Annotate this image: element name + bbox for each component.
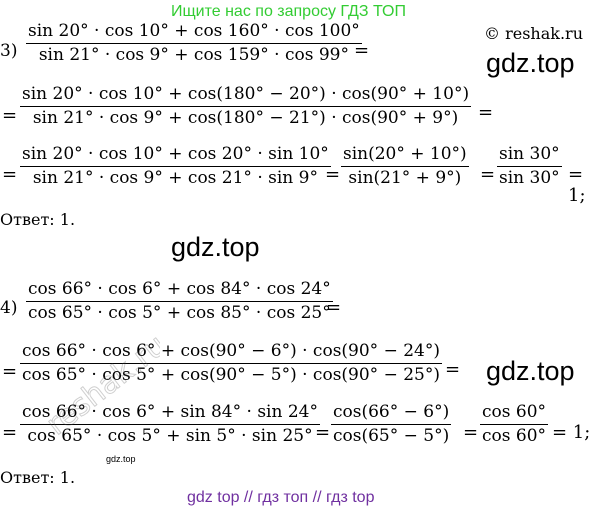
p3-line3-denominator-1: sin 21° · cos 9° + cos 21° · sin 9° xyxy=(32,168,318,188)
p3-line1-equals: = xyxy=(354,40,370,61)
p4-line2-equals-trail: = xyxy=(445,359,461,380)
fraction-bar xyxy=(480,424,549,425)
p3-line3-numerator-3: sin 30° xyxy=(499,144,560,164)
p4-line3-fraction-1: cos 66° · cos 6° + sin 84° · sin 24° cos… xyxy=(20,403,320,446)
p3-line2-equals-lead: = xyxy=(2,105,18,126)
fraction-bar xyxy=(20,363,442,364)
p4-line3-fraction-2: cos(66° − 6°) cos(65° − 5°) xyxy=(331,402,452,446)
p3-line2-numerator: sin 20° · cos 10° + cos(180° − 20°) · co… xyxy=(22,84,470,104)
p3-line1-fraction: sin 20° · cos 10° + cos 160° · cos 100° … xyxy=(26,22,362,65)
p3-line1-numerator: sin 20° · cos 10° + cos 160° · cos 100° xyxy=(28,21,360,41)
p3-line3-result: = 1; xyxy=(568,164,586,206)
fraction-bar xyxy=(26,43,362,44)
p3-line3-fraction-3: sin 30° sin 30° xyxy=(497,145,562,188)
search-banner[interactable]: Ищите нас по запросу ГДЗ ТОП xyxy=(171,3,406,20)
p3-line3-equals-1: = xyxy=(325,164,341,185)
p3-line3-fraction-1: sin 20° · cos 10° + cos 20° · sin 10° si… xyxy=(20,145,331,188)
p3-line3-equals-2: = xyxy=(480,164,496,185)
p4-line3-numerator-1: cos 66° · cos 6° + sin 84° · sin 24° xyxy=(22,402,318,422)
p3-line3-equals-lead: = xyxy=(2,164,18,185)
problem-4-label: 4) xyxy=(0,298,18,318)
p4-line3-denominator-1: cos 65° · cos 5° + sin 5° · sin 25° xyxy=(27,426,313,446)
fraction-bar xyxy=(26,301,333,302)
problem-3-label: 3) xyxy=(0,41,18,61)
p3-line2-equals-trail: = xyxy=(478,102,494,123)
p4-line3-equals-1: = xyxy=(315,422,331,443)
p3-line3-fraction-2: sin(20° + 10°) sin(21° + 9°) xyxy=(341,145,469,188)
watermark-top-right: gdz.top xyxy=(486,48,575,78)
p4-line1-denominator: cos 65° · cos 5° + cos 85° · cos 25° xyxy=(28,303,331,323)
p4-line3-numerator-3: cos 60° xyxy=(482,402,547,422)
p4-line2-numerator: cos 66° · cos 6° + cos(90° − 6°) · cos(9… xyxy=(22,341,440,361)
p4-line3-fraction-3: cos 60° cos 60° xyxy=(480,402,549,446)
p4-line3-equals-lead: = xyxy=(2,422,18,443)
copyright-text: © reshak.ru xyxy=(484,24,583,43)
watermark-small: gdz.top xyxy=(106,454,136,464)
p4-line3-denominator-2: cos(65° − 5°) xyxy=(333,426,450,446)
p3-answer: Ответ: 1. xyxy=(0,210,76,229)
p3-line2-denominator: sin 21° · cos 9° + cos(180° − 21°) · cos… xyxy=(32,108,459,128)
p3-line1-denominator: sin 21° · cos 9° + cos 159° · cos 99° xyxy=(38,45,349,65)
p4-line1-fraction: cos 66° · cos 6° + cos 84° · cos 24° cos… xyxy=(26,280,333,323)
p3-line3-numerator-2: sin(20° + 10°) xyxy=(343,144,467,164)
fraction-bar xyxy=(20,106,472,107)
fraction-bar xyxy=(331,424,452,425)
p4-line2-fraction: cos 66° · cos 6° + cos(90° − 6°) · cos(9… xyxy=(20,342,442,385)
p4-line3-numerator-2: cos(66° − 6°) xyxy=(333,402,450,422)
fraction-bar xyxy=(341,166,469,167)
watermark-middle: gdz.top xyxy=(171,232,260,262)
p4-line1-equals: = xyxy=(326,297,342,318)
p4-answer: Ответ: 1. xyxy=(0,468,76,487)
footer-links[interactable]: gdz top // гдз топ // гдз top xyxy=(187,489,375,506)
p4-line2-equals-lead: = xyxy=(2,361,18,382)
p3-line3-denominator-2: sin(21° + 9°) xyxy=(348,168,462,188)
fraction-bar xyxy=(497,166,562,167)
p3-line2-fraction: sin 20° · cos 10° + cos(180° − 20°) · co… xyxy=(20,84,472,128)
p3-line3-numerator-1: sin 20° · cos 10° + cos 20° · sin 10° xyxy=(22,144,329,164)
p4-line3-equals-2: = xyxy=(463,422,479,443)
p4-line3-denominator-3: cos 60° xyxy=(482,426,547,446)
fraction-bar xyxy=(20,424,320,425)
fraction-bar xyxy=(20,166,331,167)
p3-line3-denominator-3: sin 30° xyxy=(499,168,560,188)
p4-line2-denominator: cos 65° · cos 5° + cos(90° − 5°) · cos(9… xyxy=(22,365,440,385)
watermark-right: gdz.top xyxy=(486,356,575,386)
p4-line1-numerator: cos 66° · cos 6° + cos 84° · cos 24° xyxy=(28,279,331,299)
p4-line3-result: = 1; xyxy=(552,422,591,443)
